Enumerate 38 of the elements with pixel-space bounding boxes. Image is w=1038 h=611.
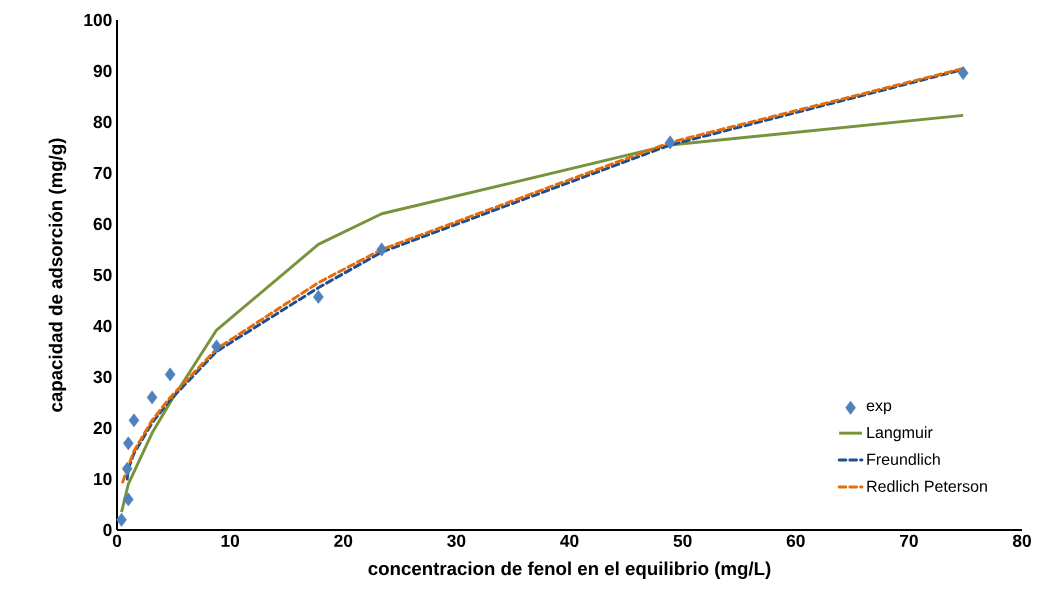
x-tick-label: 60 (786, 534, 805, 547)
legend-label: Redlich Peterson (867, 480, 987, 492)
legend-label: exp (866, 402, 892, 415)
point (123, 492, 134, 507)
point (376, 242, 387, 257)
point (123, 436, 134, 451)
point (957, 66, 969, 80)
y-tick-label: 80 (93, 115, 112, 129)
y-tick-label: 70 (93, 166, 112, 180)
y-axis-title: capacidad de adsorción (mg/g) (48, 138, 67, 412)
x-tick-label: 40 (560, 534, 579, 547)
y-tick-label: 40 (93, 319, 112, 333)
y-tick-label: 10 (94, 472, 112, 486)
point (313, 289, 324, 304)
point (128, 413, 140, 428)
x-tick-label: 0 (112, 534, 122, 547)
legend-label: Freundlich (867, 453, 940, 466)
point (146, 390, 158, 405)
y-tick-label: 30 (93, 370, 112, 384)
y-tick-label: 50 (93, 268, 112, 282)
y-tick-label: 60 (93, 217, 112, 231)
x-tick-label: 70 (900, 534, 918, 547)
x-tick-label: 80 (1012, 534, 1031, 547)
point (121, 461, 133, 476)
legend-label: Langmuir (867, 426, 933, 442)
y-tick-label: 20 (93, 421, 112, 435)
point (116, 512, 127, 527)
x-tick-label: 30 (447, 534, 466, 547)
point (664, 135, 676, 150)
point (211, 339, 222, 354)
x-tick-label: 10 (221, 534, 240, 547)
y-tick-label: 100 (84, 13, 112, 27)
y-tick-label: 90 (93, 64, 112, 78)
x-tick-label: 50 (673, 534, 692, 547)
y-tick-label: 0 (103, 523, 112, 537)
point (164, 367, 176, 382)
x-axis-title: concentracion de fenol en el equilibrio (mg/L) (368, 561, 771, 579)
x-tick-label: 20 (334, 534, 353, 547)
